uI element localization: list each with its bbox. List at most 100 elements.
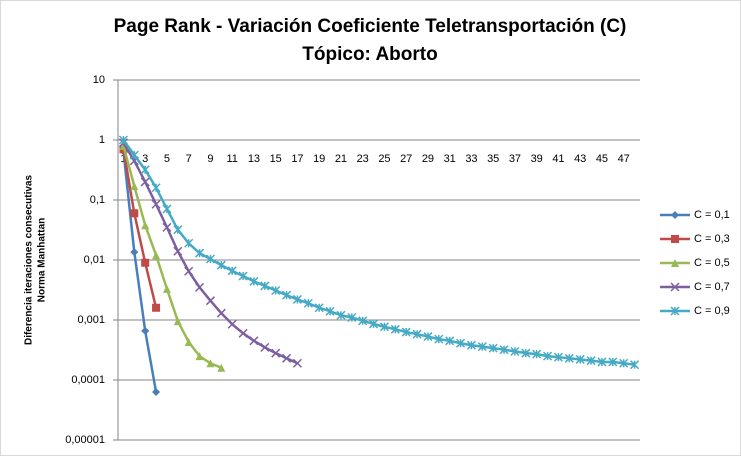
point [671,211,679,219]
point [195,352,204,361]
point [671,259,679,267]
point [401,327,411,337]
point [130,248,139,257]
x-tick-label: 15 [270,153,282,165]
x-tick-label: 5 [164,153,170,165]
point [216,260,226,270]
point [336,310,346,320]
x-tick-label: 29 [422,153,434,165]
point [141,258,150,267]
y-tick-label: 0,00001 [65,434,105,446]
point [271,285,281,296]
x-tick-label: 17 [291,153,303,165]
point [390,324,400,334]
point [173,317,182,326]
point [141,221,150,230]
x-tick-label: 25 [378,153,390,165]
point [227,266,237,276]
x-tick-label: 33 [465,153,477,165]
point [510,346,520,356]
point [325,306,335,316]
point [184,238,194,248]
point [575,354,585,364]
point [238,271,248,281]
y-tick-label: 0,1 [90,194,105,206]
x-tick-label: 27 [400,153,412,165]
y-axis-title: Diferencia iteraciones consecutivas [24,175,35,346]
point [141,326,150,335]
point [608,357,618,367]
point [282,353,292,363]
point [564,353,574,363]
point [184,337,193,346]
point [162,204,172,214]
point [412,329,422,339]
chart-title: Page Rank - Variación Coeficiente Teletr… [114,16,627,37]
point [238,328,248,338]
point [586,356,596,366]
legend-label: C = 0,9 [694,305,730,317]
point [130,209,139,218]
point [521,348,531,358]
point [205,296,215,306]
x-tick-label: 41 [552,153,564,165]
legend-label: C = 0,1 [694,209,730,221]
point [140,165,150,175]
point [173,246,183,256]
y-tick-label: 0,001 [77,314,105,326]
legend-label: C = 0,7 [694,281,730,293]
point [271,348,281,358]
y-tick-label: 0,01 [84,254,105,266]
point [670,306,680,316]
point [456,338,466,348]
point [499,345,509,355]
x-tick-label: 37 [509,153,521,165]
point [173,225,183,235]
x-tick-label: 23 [357,153,369,165]
x-tick-label: 13 [248,153,260,165]
point [466,340,476,350]
point [379,322,389,332]
point [282,290,292,300]
point [619,358,629,368]
point [151,183,161,193]
point [217,363,226,372]
x-tick-label: 21 [335,153,347,165]
point [630,360,640,370]
chart-subtitle: Tópico: Aborto [302,44,437,65]
point [553,352,563,362]
point [670,282,680,292]
y-tick-label: 0,0001 [71,374,105,386]
point [118,135,128,145]
point [129,150,139,160]
x-tick-label: 7 [186,153,192,165]
x-tick-label: 43 [574,153,586,165]
x-tick-label: 47 [618,153,630,165]
point [205,254,215,264]
point [195,282,205,292]
y-tick-label: 1 [99,134,105,146]
point [347,312,357,323]
x-tick-label: 3 [142,153,148,165]
point [162,222,172,232]
point [671,235,679,243]
x-tick-label: 11 [226,153,237,165]
legend-label: C = 0,5 [694,257,730,269]
point [543,351,553,361]
point [152,251,161,260]
point [151,199,161,209]
point [532,349,542,359]
point [423,332,433,342]
x-tick-label: 31 [444,153,456,165]
point [445,336,455,346]
x-tick-label: 39 [531,153,543,165]
point [184,266,194,276]
point [369,319,379,329]
point [434,334,444,344]
point [303,298,313,308]
point [152,388,161,397]
point [292,294,302,304]
point [206,359,215,368]
